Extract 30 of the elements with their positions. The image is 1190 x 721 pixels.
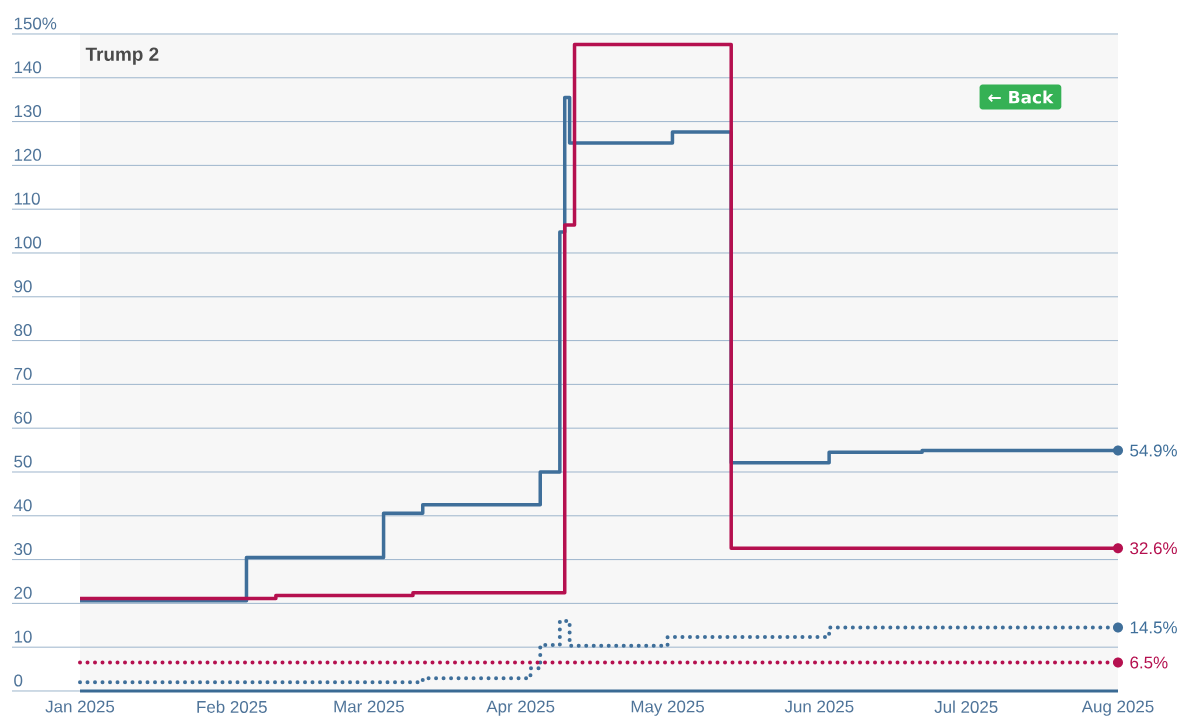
y-tick-label: 20 bbox=[14, 586, 32, 599]
y-tick-label: 80 bbox=[14, 324, 32, 337]
y-tick-label: 140 bbox=[14, 61, 42, 74]
y-tick-label: 60 bbox=[14, 411, 32, 424]
y-tick-label: 30 bbox=[14, 543, 32, 556]
x-tick-label: Jul 2025 bbox=[934, 700, 998, 713]
x-tick-label: May 2025 bbox=[631, 700, 704, 716]
y-tick-label: 0 bbox=[14, 674, 23, 687]
y-tick-label: 50 bbox=[14, 455, 32, 468]
annotation: ← Back bbox=[988, 90, 1054, 104]
x-tick-label: Jan 2025 bbox=[45, 700, 115, 713]
y-tick-label: 70 bbox=[14, 367, 32, 380]
annotation: Trump 2 bbox=[85, 47, 159, 65]
y-tick-label: 110 bbox=[14, 192, 40, 205]
data-label: 32.6% bbox=[1130, 542, 1177, 555]
x-tick-label: Feb 2025 bbox=[197, 700, 267, 713]
x-tick-label: Jun 2025 bbox=[784, 700, 854, 713]
y-tick-label: 150% bbox=[14, 17, 57, 30]
y-tick-label: 130 bbox=[14, 105, 42, 118]
data-label: 54.9% bbox=[1130, 444, 1177, 457]
y-tick-label: 90 bbox=[14, 280, 32, 293]
y-tick-label: 40 bbox=[13, 499, 32, 512]
y-tick-label: 120 bbox=[14, 148, 42, 161]
x-tick-label: Apr 2025 bbox=[486, 700, 555, 716]
y-tick-label: 10 bbox=[14, 630, 32, 643]
data-label: 6.5% bbox=[1130, 656, 1168, 669]
data-label: 14.5% bbox=[1130, 621, 1177, 634]
x-tick-label: Aug 2025 bbox=[1081, 700, 1154, 716]
x-tick-label: Mar 2025 bbox=[334, 700, 404, 713]
y-tick-label: 100 bbox=[14, 236, 42, 249]
